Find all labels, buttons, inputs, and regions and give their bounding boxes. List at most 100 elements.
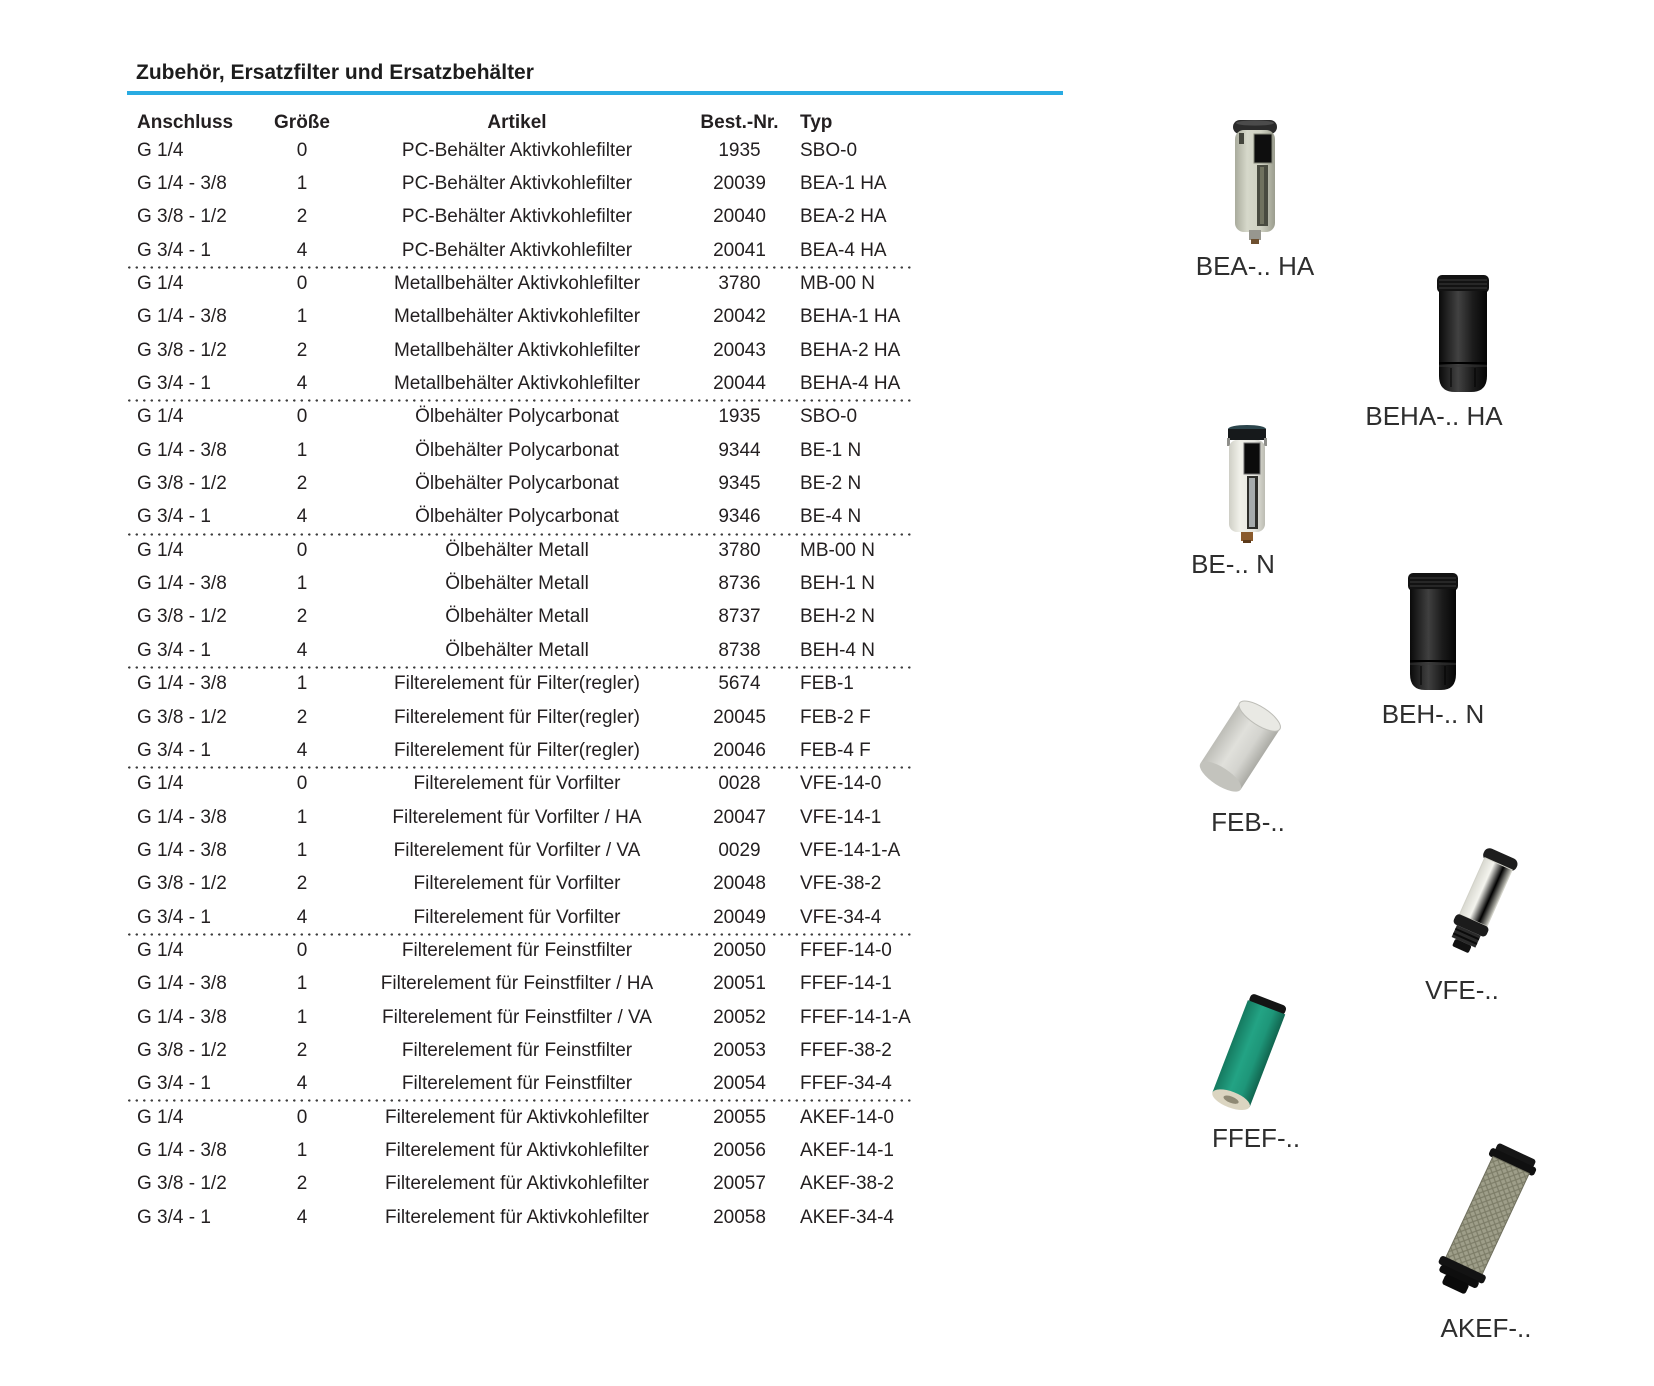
table-cell: 20055 bbox=[713, 1106, 766, 1128]
table-cell: G 3/4 - 1 bbox=[137, 1206, 211, 1228]
header-groesse: Größe bbox=[274, 112, 330, 133]
bea-ha-product-image bbox=[1233, 120, 1277, 244]
bea-ha-label: BEA-.. HA bbox=[1195, 251, 1315, 281]
table-cell: 20039 bbox=[713, 173, 766, 195]
table-row: G 1/4 - 3/8 1 Filterelement für Filter(reg… bbox=[127, 668, 920, 701]
table-cell: AKEF-14-0 bbox=[800, 1106, 894, 1128]
table-cell: 20053 bbox=[713, 1039, 766, 1061]
table-cell: G 3/4 - 1 bbox=[137, 739, 211, 761]
table-cell: 0 bbox=[296, 1106, 308, 1128]
table-cell: 0028 bbox=[718, 773, 761, 795]
table-cell: Filterelement für Vorfilter bbox=[413, 773, 621, 795]
table-cell: MB-00 N bbox=[800, 273, 875, 295]
header-artikel: Artikel bbox=[487, 112, 547, 133]
table-cell: FFEF-14-0 bbox=[800, 939, 892, 961]
table-cell: 1 bbox=[296, 439, 308, 461]
table-cell: G 3/4 - 1 bbox=[137, 1073, 211, 1095]
header-anschluss: Anschluss bbox=[137, 112, 234, 133]
table-cell: Filterelement für Feinstfilter / HA bbox=[380, 973, 654, 995]
table-cell: 2 bbox=[296, 873, 308, 895]
table-cell: VFE-14-1 bbox=[800, 806, 882, 828]
beha-ha-product-image bbox=[1437, 275, 1489, 392]
table-cell: 20054 bbox=[713, 1073, 766, 1095]
table-cell: G 1/4 - 3/8 bbox=[137, 306, 227, 328]
table-cell: 20041 bbox=[713, 239, 766, 261]
vfe-label: VFE-.. bbox=[1425, 975, 1499, 1005]
table-cell: G 3/4 - 1 bbox=[137, 506, 211, 528]
table-cell: G 1/4 - 3/8 bbox=[137, 1139, 227, 1161]
table-cell: PC-Behälter Aktivkohlefilter bbox=[401, 173, 633, 195]
table-cell: FFEF-14-1-A bbox=[800, 1006, 911, 1028]
be-n-label: BE-.. N bbox=[1191, 549, 1275, 579]
group-separator bbox=[128, 766, 912, 770]
title-underline bbox=[127, 91, 1063, 95]
table-cell: 8738 bbox=[718, 639, 761, 661]
table-cell: 0029 bbox=[718, 839, 761, 861]
table-cell: 0 bbox=[296, 273, 308, 295]
table-cell: G 1/4 bbox=[137, 939, 184, 961]
table-cell: G 1/4 bbox=[137, 139, 184, 161]
table-cell: G 3/8 - 1/2 bbox=[137, 339, 227, 361]
table-cell: 2 bbox=[296, 339, 308, 361]
table-cell: PC-Behälter Aktivkohlefilter bbox=[401, 206, 633, 228]
table-cell: 1 bbox=[296, 839, 308, 861]
table-row: G 3/4 - 1 4 Ölbehälter Metall 8738 BEH-4 N bbox=[127, 634, 920, 667]
table-cell: Filterelement für Aktivkohlefilter bbox=[385, 1206, 649, 1228]
table-cell: Ölbehälter Polycarbonat bbox=[415, 439, 619, 461]
table-cell: 2 bbox=[296, 1039, 308, 1061]
table-cell: PC-Behälter Aktivkohlefilter bbox=[401, 239, 633, 261]
product-bea-ha bbox=[1232, 118, 1278, 251]
table-cell: 20058 bbox=[713, 1206, 766, 1228]
table-cell: 1 bbox=[296, 806, 308, 828]
table-cell: 2 bbox=[296, 606, 308, 628]
product-be-n bbox=[1227, 423, 1267, 549]
table-cell: 1 bbox=[296, 673, 308, 695]
table-cell: 4 bbox=[296, 506, 308, 528]
product-beh-n bbox=[1408, 573, 1458, 695]
table-row: G 3/8 - 1/2 2 Metallbehälter Aktivkohlefil… bbox=[127, 334, 920, 367]
table-cell: 2 bbox=[296, 473, 308, 495]
table-cell: 4 bbox=[296, 1206, 308, 1228]
table-row: G 3/8 - 1/2 2 PC-Behälter Aktivkohlefilter… bbox=[127, 201, 920, 234]
table-cell: 1 bbox=[296, 573, 308, 595]
feb-label: FEB-.. bbox=[1211, 807, 1285, 837]
table-cell: BEHA-1 HA bbox=[800, 306, 901, 328]
table-row: G 1/4 0 Filterelement für Aktivkohlefilter… bbox=[127, 1101, 920, 1134]
table-cell: BEA-1 HA bbox=[800, 173, 887, 195]
table-cell: Metallbehälter Aktivkohlefilter bbox=[393, 306, 641, 328]
table-row: G 1/4 0 PC-Behälter Aktivkohlefilter 1935 SB… bbox=[127, 134, 920, 167]
table-cell: 20057 bbox=[713, 1173, 766, 1195]
product-feb bbox=[1192, 697, 1287, 804]
table-cell: 1 bbox=[296, 1139, 308, 1161]
table-cell: Ölbehälter Metall bbox=[445, 573, 589, 595]
table-cell: 20040 bbox=[713, 206, 766, 228]
vfe-product-image bbox=[1451, 848, 1518, 953]
table-cell: 4 bbox=[296, 373, 308, 395]
akef-label: AKEF-.. bbox=[1440, 1313, 1532, 1343]
table-cell: G 1/4 - 3/8 bbox=[137, 806, 227, 828]
table-row: G 3/8 - 1/2 2 Ölbehälter Polycarbonat 9345 B… bbox=[127, 467, 920, 500]
product-vfe bbox=[1438, 845, 1523, 970]
table-cell: G 3/4 - 1 bbox=[137, 239, 211, 261]
table-cell: Filterelement für Filter(regler) bbox=[394, 739, 640, 761]
table-cell: 0 bbox=[296, 406, 308, 428]
table-cell: Filterelement für Feinstfilter / VA bbox=[382, 1006, 652, 1028]
table-cell: 9345 bbox=[718, 473, 761, 495]
table-cell: 20044 bbox=[713, 373, 766, 395]
table-cell: Filterelement für Aktivkohlefilter bbox=[385, 1173, 649, 1195]
table-cell: BE-4 N bbox=[800, 506, 862, 528]
table-cell: G 1/4 bbox=[137, 773, 184, 795]
table-cell: Filterelement für Feinstfilter bbox=[401, 1039, 633, 1061]
table-cell: 0 bbox=[296, 139, 308, 161]
table-row: G 1/4 0 Ölbehälter Polycarbonat 1935 SBO-0 bbox=[127, 401, 920, 434]
table-row: G 3/4 - 1 4 PC-Behälter Aktivkohlefilter 20… bbox=[127, 234, 920, 267]
table-cell: 3780 bbox=[718, 539, 761, 561]
table-cell: 1 bbox=[296, 173, 308, 195]
table-row: G 3/4 - 1 4 Ölbehälter Polycarbonat 9346 BE-… bbox=[127, 501, 920, 534]
table-row: G 1/4 0 Filterelement für Vorfilter 0028 VFE… bbox=[127, 768, 920, 801]
table-row: G 1/4 - 3/8 1 Filterelement für Vorfilter … bbox=[127, 801, 920, 834]
group-separator bbox=[128, 399, 912, 403]
table-row: G 1/4 - 3/8 1 Filterelement für Feinstfilt… bbox=[127, 968, 920, 1001]
table-cell: BEHA-4 HA bbox=[800, 373, 901, 395]
